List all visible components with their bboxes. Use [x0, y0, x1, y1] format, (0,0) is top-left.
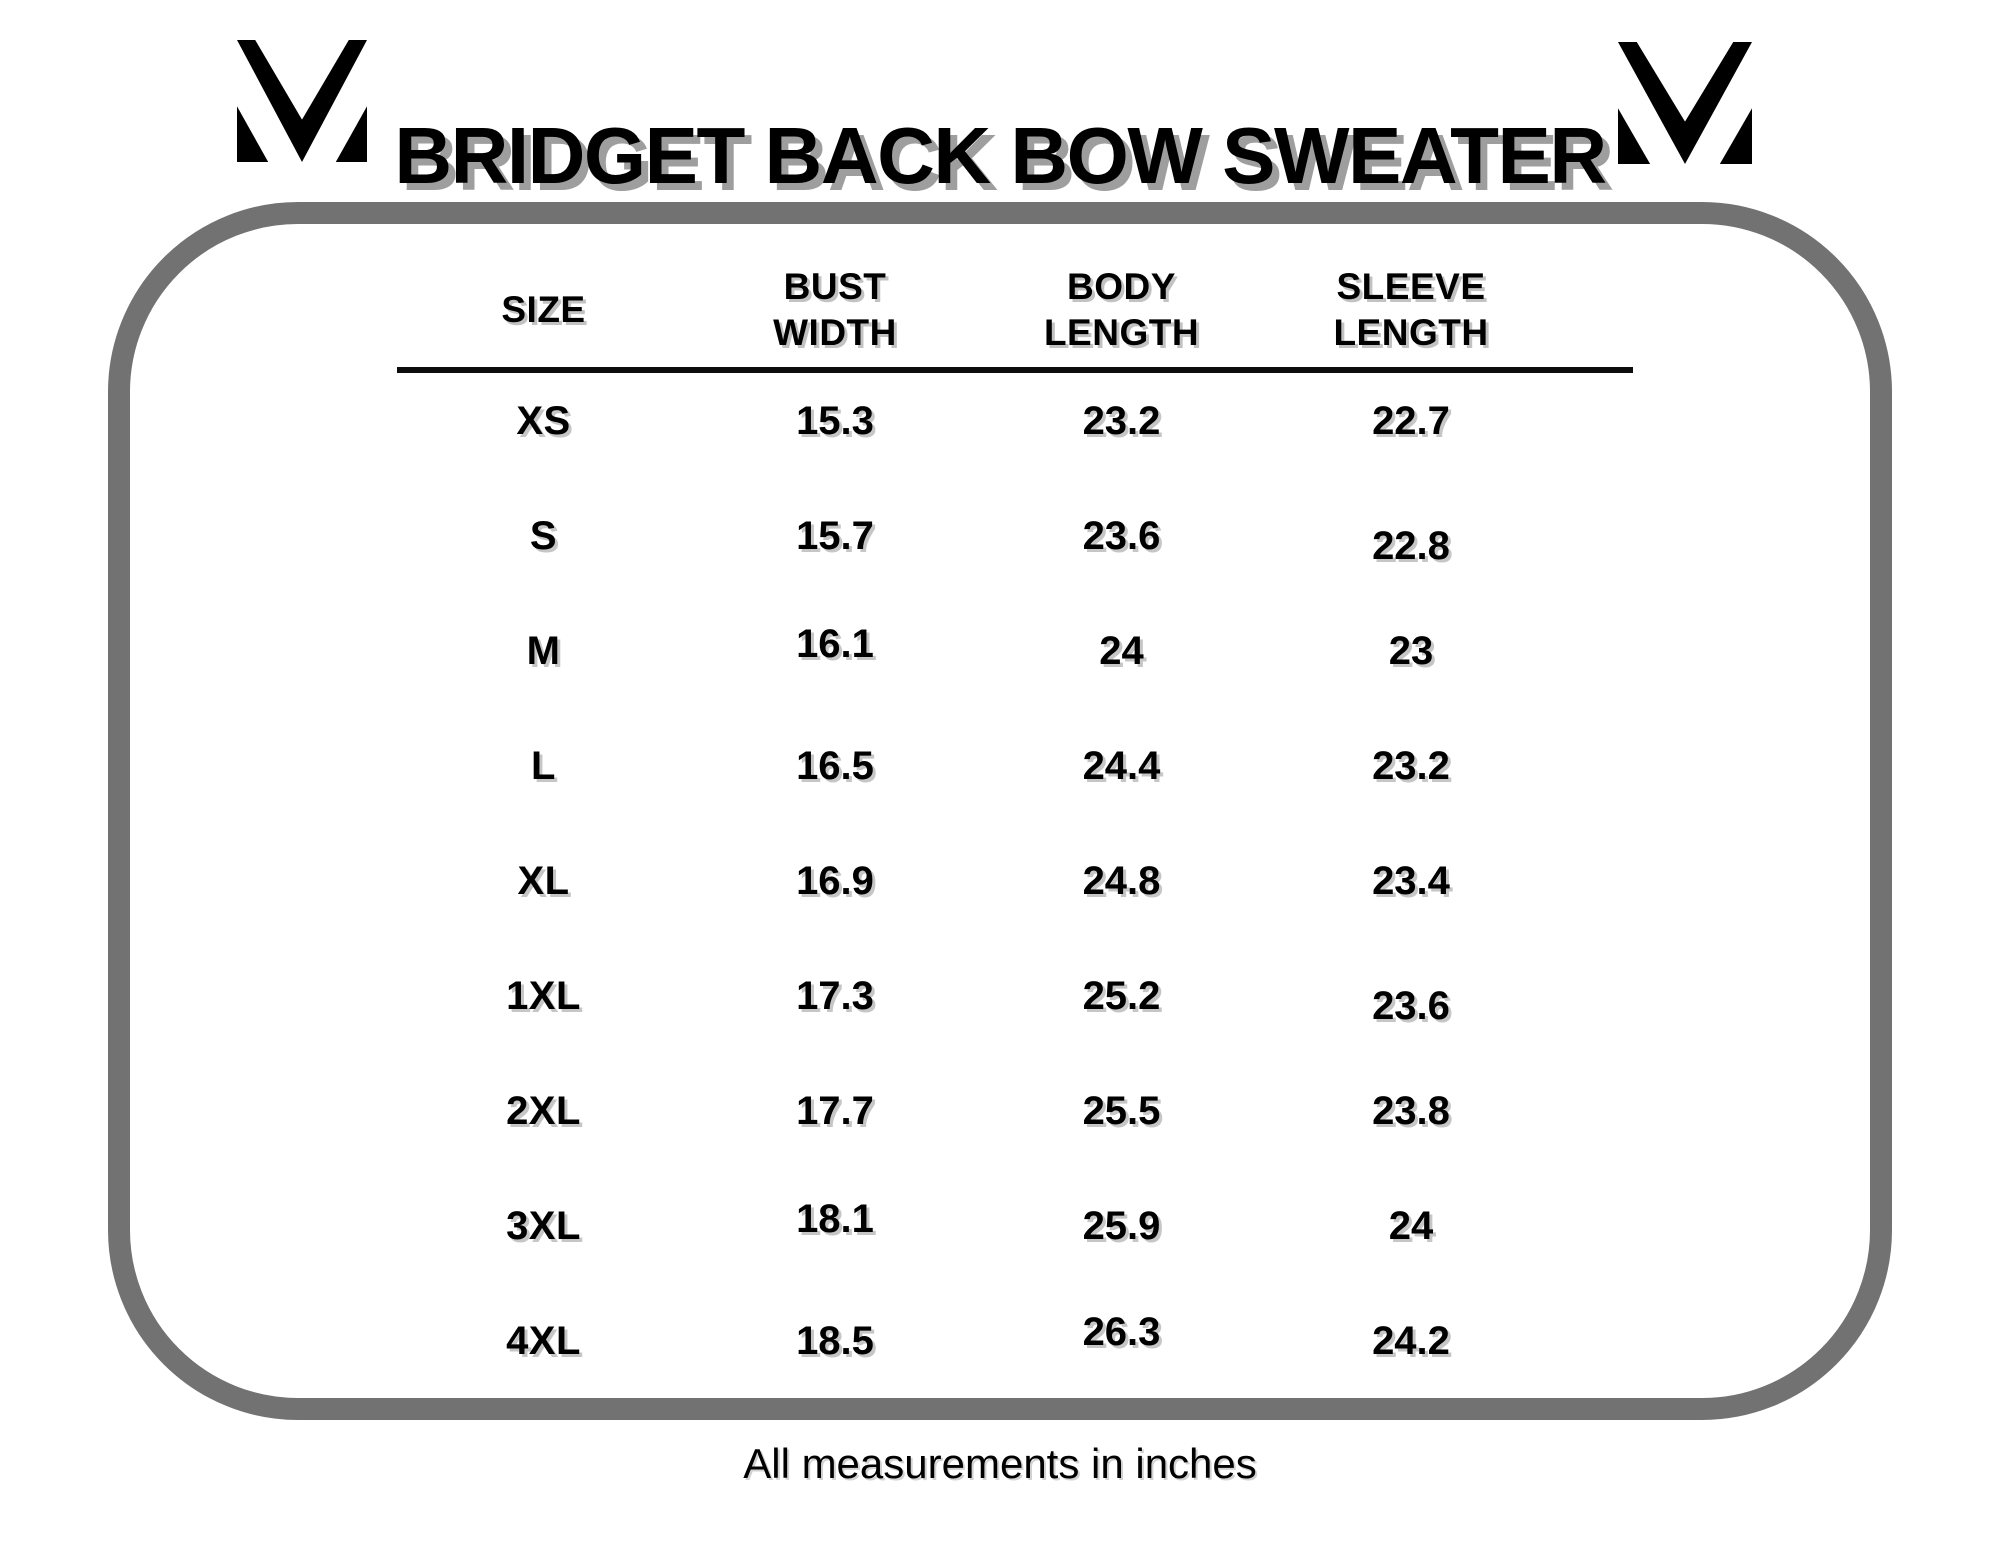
cell-4XL-body: 26.3	[1082, 1310, 1161, 1354]
cell-3XL-body: 25.9	[1082, 1204, 1161, 1248]
measurements-footnote: All measurements in inches	[743, 1440, 1257, 1487]
column-header-bust: BUST WIDTH	[690, 264, 980, 356]
size-label-XS: XS	[516, 399, 571, 443]
cell-XS-sleeve: 22.7	[1372, 399, 1450, 443]
cell-L-body: 24.4	[1082, 744, 1161, 788]
column-header-line: SLEEVE	[1336, 266, 1486, 307]
cell-4XL-sleeve: 24.2	[1372, 1319, 1450, 1363]
cell-1XL-body: 25.2	[1082, 974, 1161, 1018]
cell-S-bust: 15.7	[796, 514, 874, 558]
column-header-line: BUST	[783, 266, 887, 307]
size-label-1XL: 1XL	[506, 974, 581, 1018]
size-label-4XL: 4XL	[506, 1319, 581, 1363]
cell-XS-body: 23.2	[1082, 399, 1161, 443]
size-label-L: L	[531, 744, 556, 788]
size-label-M: M	[526, 629, 561, 673]
column-header-line: WIDTH	[773, 312, 897, 353]
cell-1XL-bust: 17.3	[796, 974, 874, 1018]
cell-2XL-sleeve: 23.8	[1372, 1089, 1450, 1133]
page-title: BRIDGET BACK BOW SWEATER	[394, 110, 1607, 200]
cell-M-bust: 16.1	[796, 622, 874, 666]
column-header-line: SIZE	[501, 289, 586, 330]
column-header-line: BODY	[1067, 266, 1176, 307]
size-label-3XL: 3XL	[506, 1204, 581, 1248]
cell-2XL-bust: 17.7	[796, 1089, 874, 1133]
cell-S-sleeve: 22.8	[1372, 524, 1450, 568]
cell-2XL-body: 25.5	[1082, 1089, 1161, 1133]
cell-L-sleeve: 23.2	[1372, 744, 1450, 788]
chart-frame	[108, 202, 1892, 1420]
cell-M-body: 24	[1099, 629, 1144, 673]
header-divider-line	[397, 367, 1633, 373]
brand-m-monogram-icon	[1618, 42, 1752, 164]
column-header-line: LENGTH	[1043, 312, 1200, 353]
cell-4XL-bust: 18.5	[796, 1319, 874, 1363]
cell-S-body: 23.6	[1082, 514, 1161, 558]
cell-M-sleeve: 23	[1388, 629, 1434, 673]
cell-3XL-sleeve: 24	[1388, 1204, 1434, 1248]
size-label-S: S	[529, 514, 558, 558]
column-header-size: SIZE	[397, 287, 690, 333]
column-header-body: BODY LENGTH	[980, 264, 1263, 356]
cell-XL-body: 24.8	[1082, 859, 1161, 903]
cell-L-bust: 16.5	[796, 744, 874, 788]
size-label-2XL: 2XL	[506, 1089, 581, 1133]
column-header-sleeve: SLEEVE LENGTH	[1263, 264, 1559, 356]
cell-XS-bust: 15.3	[796, 399, 874, 443]
cell-1XL-sleeve: 23.6	[1372, 984, 1450, 1028]
cell-XL-sleeve: 23.4	[1372, 859, 1450, 903]
cell-XL-bust: 16.9	[796, 859, 874, 903]
size-label-XL: XL	[517, 859, 570, 903]
cell-3XL-bust: 18.1	[796, 1197, 874, 1241]
column-header-line: LENGTH	[1333, 312, 1489, 353]
table-body: XS 15.3 23.2 22.7 S 15.7 23.6 22.8 M 16.1 24 23 L 16.…	[397, 364, 1559, 1399]
brand-m-monogram-icon	[237, 40, 367, 162]
table-header-row: SIZE BUST WIDTH BODY LENGTH SLEEVE LENGTH	[397, 258, 1559, 362]
